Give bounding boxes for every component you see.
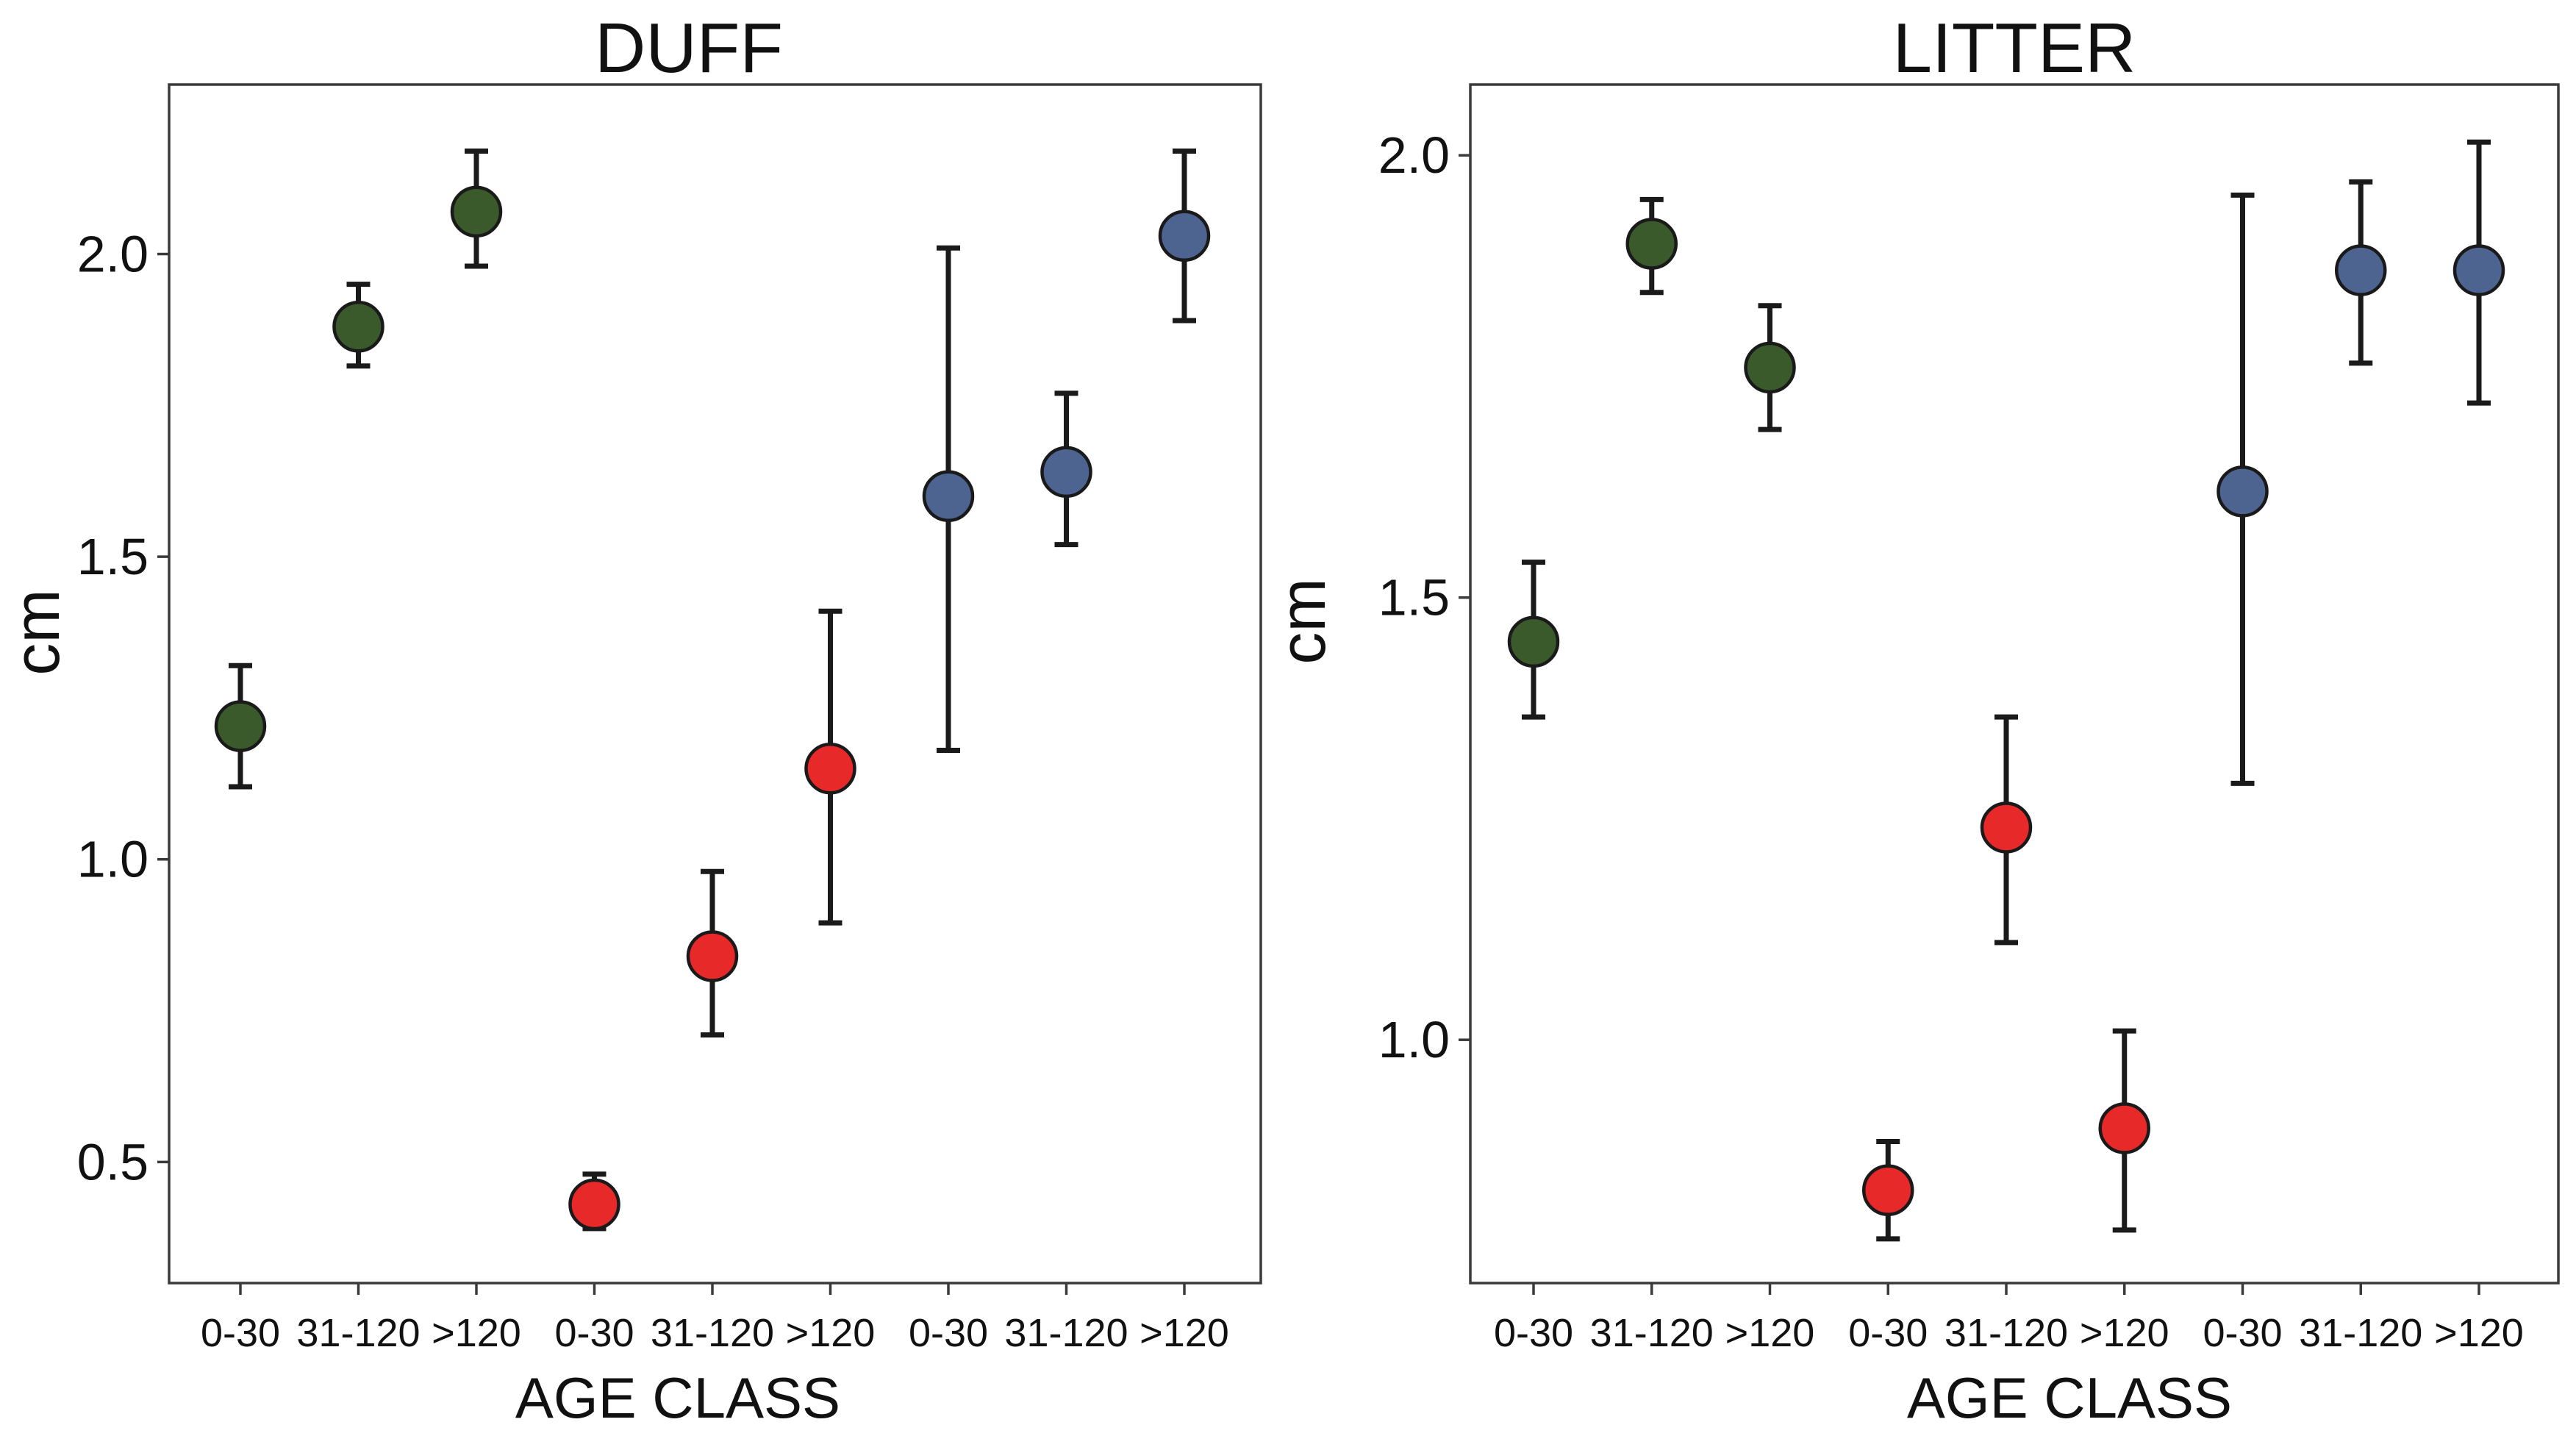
duff-ytick-label: 1.0	[77, 831, 149, 888]
duff-mean-point	[686, 930, 739, 982]
duff-data-point-group	[1158, 149, 1211, 324]
litter-mean-point	[2217, 465, 2269, 518]
litter-mean-point	[1507, 615, 1560, 668]
litter-xtick-label: 0-30	[2203, 1311, 2282, 1355]
duff-xtick-label: 31-120	[651, 1311, 774, 1355]
litter-data-point-group	[2335, 179, 2387, 366]
litter-y-axis: 1.0 1.5 2.0	[1378, 126, 1470, 1068]
duff-xtick-label: 31-120	[1004, 1311, 1128, 1355]
duff-data-point-group	[922, 245, 975, 754]
duff-xtick-label: 0-30	[909, 1311, 988, 1355]
duff-mean-point	[922, 470, 975, 523]
duff-data-point-group	[686, 868, 739, 1037]
duff-mean-point	[332, 301, 384, 353]
duff-y-axis: 0.5 1.0 1.5 2.0	[77, 226, 169, 1190]
duff-mean-point	[568, 1178, 620, 1231]
litter-ytick-label: 1.5	[1378, 569, 1450, 626]
duff-x-axis: 0-30 31-120 >120 0-30 31-120 >120 0-30 31-120 >1…	[201, 1283, 1229, 1355]
litter-mean-point	[2098, 1102, 2150, 1154]
duff-x-axis-title: AGE CLASS	[515, 1365, 840, 1430]
duff-ytick-label: 2.0	[77, 226, 149, 283]
litter-xtick-label: 31-120	[1590, 1311, 1714, 1355]
litter-xtick-label: 0-30	[1494, 1311, 1573, 1355]
litter-mean-point	[1625, 218, 1678, 270]
duff-xtick-label: 0-30	[554, 1311, 634, 1355]
duff-y-axis-title: cm	[0, 589, 73, 675]
duff-mean-point	[804, 743, 856, 795]
duff-data-points	[214, 149, 1211, 1232]
duff-data-point-group	[804, 608, 856, 926]
litter-xtick-label: 31-120	[1944, 1311, 2068, 1355]
litter-y-axis-title: cm	[1266, 578, 1339, 664]
duff-xtick-label: 31-120	[296, 1311, 420, 1355]
litter-xtick-label: >120	[2434, 1311, 2524, 1355]
litter-x-axis-title: AGE CLASS	[1907, 1365, 2232, 1430]
litter-mean-point	[1980, 801, 2033, 854]
litter-panel: LITTER 1.01.52.0 0-30 31-120 >120 0-30 31-12…	[1266, 9, 2560, 1430]
litter-data-point-group	[1744, 303, 1796, 432]
litter-ytick-label: 1.0	[1378, 1011, 1450, 1068]
litter-x-axis: 0-30 31-120 >120 0-30 31-120 >120 0-30 31-120 >1…	[1494, 1283, 2524, 1355]
litter-mean-point	[2335, 244, 2387, 296]
duff-mean-point	[1158, 210, 1211, 262]
duff-xtick-label: >120	[432, 1311, 521, 1355]
duff-xtick-label: 0-30	[201, 1311, 280, 1355]
litter-data-point-group	[1980, 714, 2033, 946]
duff-xtick-label: >120	[786, 1311, 876, 1355]
litter-data-point-group	[1862, 1139, 1914, 1242]
litter-xtick-label: >120	[1725, 1311, 1815, 1355]
litter-mean-point	[2452, 244, 2505, 296]
litter-title: LITTER	[1893, 9, 2136, 87]
duff-mean-point	[214, 700, 267, 752]
litter-mean-point	[1862, 1164, 1914, 1216]
litter-data-point-group	[1507, 560, 1560, 720]
duff-mean-point	[450, 185, 503, 238]
litter-mean-point	[1744, 341, 1796, 394]
duff-xtick-label: >120	[1139, 1311, 1229, 1355]
duff-data-point-group	[450, 149, 503, 269]
duff-data-point-group	[568, 1171, 620, 1232]
litter-xtick-label: >120	[2080, 1311, 2169, 1355]
duff-mean-point	[1040, 446, 1092, 499]
litter-data-point-group	[2217, 192, 2269, 786]
litter-ytick-label: 2.0	[1378, 126, 1450, 184]
litter-xtick-label: 31-120	[2299, 1311, 2422, 1355]
duff-data-point-group	[332, 282, 384, 369]
duff-plot-frame	[168, 83, 1262, 1285]
duff-data-point-group	[1040, 390, 1092, 548]
duff-ytick-label: 1.5	[77, 528, 149, 585]
duff-ytick-label: 0.5	[77, 1133, 149, 1190]
duff-panel: DUFF 0.51.01.52.0 0-30 31-120 >120 0-30 31-1…	[0, 9, 1262, 1430]
duff-data-point-group	[214, 662, 267, 790]
litter-data-point-group	[2452, 139, 2505, 406]
litter-data-point-group	[1625, 196, 1678, 296]
litter-data-points	[1507, 139, 2505, 1242]
litter-plot-frame	[1469, 83, 2560, 1285]
litter-xtick-label: 0-30	[1848, 1311, 1928, 1355]
litter-data-point-group	[2098, 1028, 2150, 1233]
duff-title: DUFF	[595, 9, 783, 87]
